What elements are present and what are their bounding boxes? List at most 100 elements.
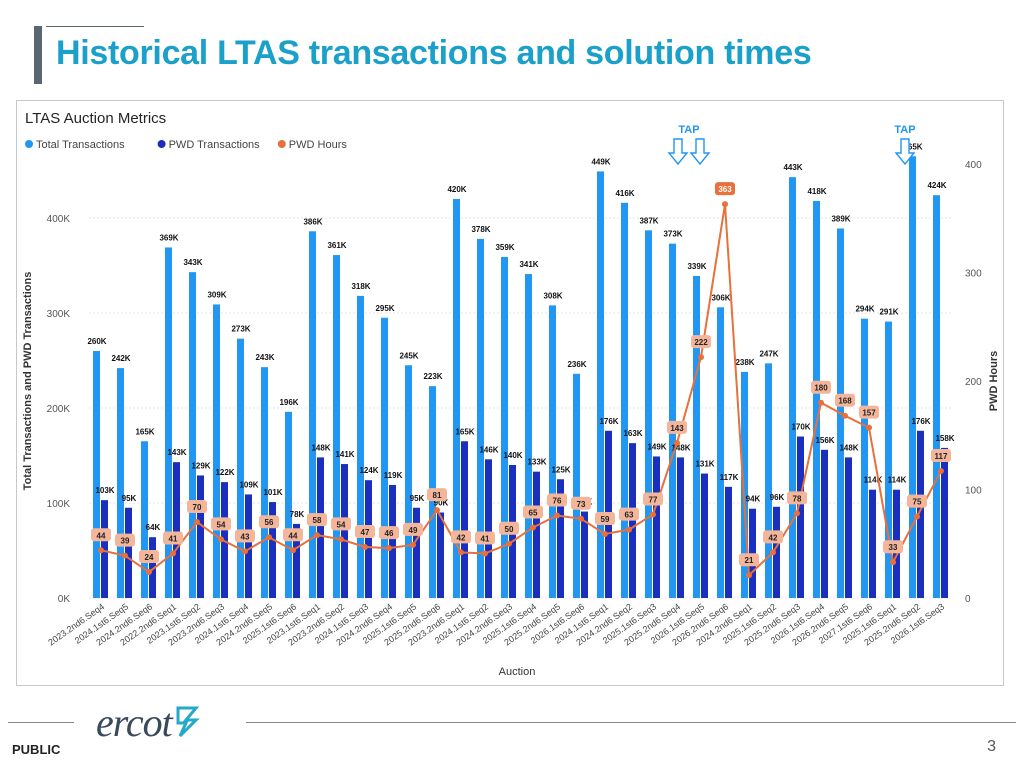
pwd-value-label: 94K bbox=[746, 495, 761, 504]
total-value-label: 389K bbox=[831, 214, 850, 223]
pwd-value-label: 176K bbox=[599, 417, 618, 426]
hours-label-bg bbox=[283, 528, 303, 542]
bar-total bbox=[381, 317, 388, 598]
pwd-value-label: 109K bbox=[239, 480, 258, 489]
hours-label-bg bbox=[115, 533, 135, 547]
footer-public-label: PUBLIC bbox=[12, 742, 61, 757]
bar-pwd bbox=[557, 479, 564, 598]
pwd-value-label: 96K bbox=[770, 493, 785, 502]
bar-total bbox=[597, 171, 604, 598]
bar-pwd bbox=[701, 473, 708, 598]
bar-total bbox=[909, 156, 916, 598]
hours-label-bg bbox=[451, 530, 471, 544]
total-value-label: 306K bbox=[711, 293, 730, 302]
hours-label-bg bbox=[667, 420, 687, 434]
hours-value-label: 58 bbox=[313, 516, 322, 525]
total-value-label: 196K bbox=[279, 398, 298, 407]
pwd-hours-point bbox=[314, 532, 320, 539]
pwd-hours-point bbox=[770, 549, 776, 556]
total-value-label: 378K bbox=[471, 225, 490, 234]
bar-pwd bbox=[389, 484, 396, 598]
pwd-value-label: 158K bbox=[935, 434, 954, 443]
hours-value-label: 363 bbox=[718, 185, 732, 194]
legend-marker-1 bbox=[157, 140, 166, 148]
bar-pwd bbox=[917, 430, 924, 598]
hours-value-label: 49 bbox=[409, 526, 418, 535]
pwd-hours-point bbox=[578, 515, 584, 522]
total-value-label: 165K bbox=[135, 427, 154, 436]
hours-label-bg bbox=[883, 540, 903, 554]
pwd-hours-point bbox=[458, 549, 464, 556]
pwd-value-label: 125K bbox=[551, 465, 570, 474]
pwd-hours-point bbox=[746, 572, 752, 579]
total-value-label: 308K bbox=[543, 291, 562, 300]
pwd-hours-point bbox=[122, 552, 128, 559]
legend-label-1: PWD Transactions bbox=[169, 139, 261, 151]
hours-value-label: 168 bbox=[838, 397, 852, 406]
bar-pwd bbox=[365, 480, 372, 598]
y2-tick-label: 300 bbox=[965, 269, 982, 280]
hours-label-bg bbox=[403, 522, 423, 536]
hours-value-label: 44 bbox=[289, 531, 298, 540]
hours-label-bg bbox=[763, 530, 783, 544]
pwd-value-label: 117K bbox=[720, 473, 739, 482]
bar-total bbox=[93, 351, 100, 598]
bar-total bbox=[165, 247, 172, 598]
hours-value-label: 42 bbox=[457, 533, 466, 542]
hours-value-label: 78 bbox=[793, 494, 802, 503]
total-value-label: 424K bbox=[927, 181, 946, 190]
total-value-label: 242K bbox=[111, 354, 130, 363]
bar-total bbox=[501, 256, 508, 598]
total-value-label: 294K bbox=[855, 305, 874, 314]
bar-pwd bbox=[461, 441, 468, 598]
pwd-hours-point bbox=[866, 424, 872, 431]
x-axis-title: Auction bbox=[499, 666, 536, 678]
pwd-hours-point bbox=[218, 536, 224, 543]
pwd-value-label: 140K bbox=[503, 451, 522, 460]
hours-label-bg bbox=[595, 511, 615, 525]
hours-value-label: 46 bbox=[385, 529, 394, 538]
hours-label-bg bbox=[355, 525, 375, 539]
bar-pwd bbox=[677, 457, 684, 598]
bar-total bbox=[189, 272, 196, 598]
bar-pwd bbox=[437, 512, 444, 598]
total-value-label: 245K bbox=[399, 351, 418, 360]
hours-label-bg bbox=[187, 500, 207, 514]
footer-divider-right bbox=[246, 722, 1016, 723]
bar-pwd bbox=[293, 523, 300, 598]
total-value-label: 295K bbox=[375, 304, 394, 313]
total-value-label: 339K bbox=[687, 262, 706, 271]
hours-label-bg bbox=[835, 393, 855, 407]
pwd-value-label: 143K bbox=[167, 448, 186, 457]
total-value-label: 443K bbox=[783, 163, 802, 172]
pwd-value-label: 176K bbox=[911, 417, 930, 426]
bar-pwd bbox=[653, 456, 660, 598]
hours-value-label: 44 bbox=[97, 531, 106, 540]
hours-value-label: 24 bbox=[145, 553, 154, 562]
hours-value-label: 157 bbox=[862, 409, 876, 418]
pwd-value-label: 95K bbox=[122, 494, 137, 503]
pwd-hours-point bbox=[674, 439, 680, 446]
bar-pwd bbox=[797, 436, 804, 598]
hours-value-label: 75 bbox=[913, 498, 922, 507]
bar-pwd bbox=[773, 506, 780, 598]
bar-pwd bbox=[269, 502, 276, 598]
hours-label-bg bbox=[691, 335, 711, 349]
total-value-label: 341K bbox=[519, 260, 538, 269]
bar-total bbox=[645, 230, 652, 598]
tap-annotation-label: TAP bbox=[678, 124, 699, 136]
legend-label-0: Total Transactions bbox=[36, 139, 125, 151]
bar-pwd bbox=[245, 494, 252, 598]
pwd-hours-point bbox=[194, 519, 200, 526]
pwd-hours-point bbox=[602, 530, 608, 537]
pwd-hours-point bbox=[530, 524, 536, 531]
total-value-label: 465K bbox=[903, 142, 922, 151]
bar-total bbox=[861, 318, 868, 598]
bar-total bbox=[309, 231, 316, 599]
bar-pwd bbox=[341, 464, 348, 598]
pwd-hours-point bbox=[338, 536, 344, 543]
total-value-label: 223K bbox=[423, 372, 442, 381]
pwd-hours-point bbox=[242, 548, 248, 555]
total-value-label: 418K bbox=[807, 187, 826, 196]
hours-label-bg bbox=[427, 488, 447, 502]
